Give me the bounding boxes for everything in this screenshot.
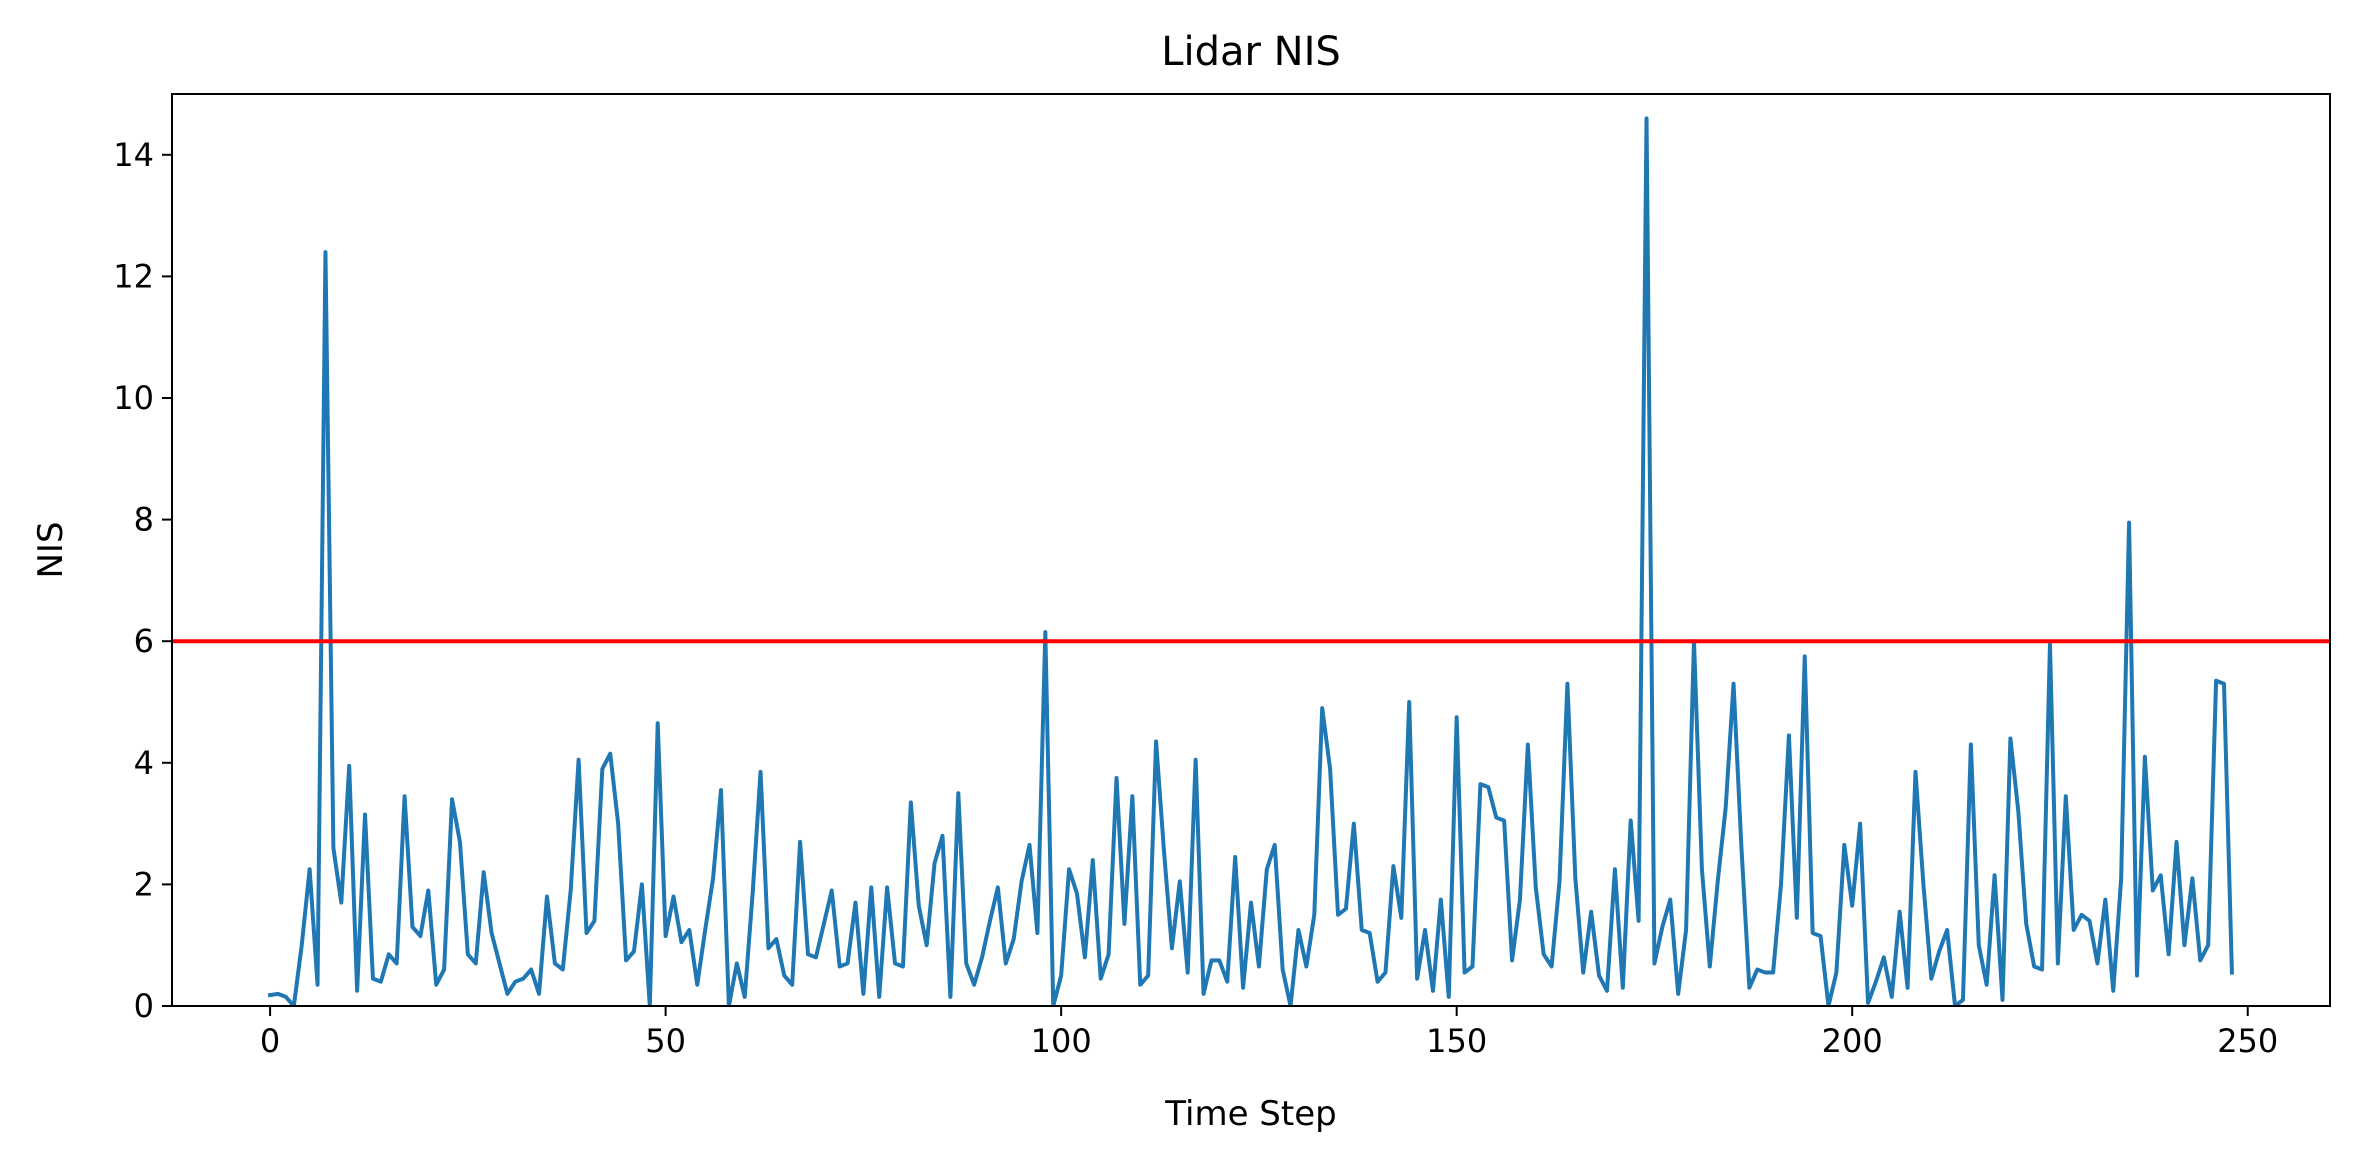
x-tick-label: 150: [1426, 1022, 1487, 1060]
y-tick-label: 14: [113, 136, 154, 174]
y-tick-label: 8: [134, 501, 154, 539]
y-tick-label: 0: [134, 987, 154, 1025]
y-tick-label: 10: [113, 379, 154, 417]
plot-area: [172, 116, 2330, 1006]
x-tick-label: 200: [1822, 1022, 1883, 1060]
x-tick-label: 250: [2217, 1022, 2278, 1060]
y-axis-label: NIS: [31, 521, 71, 578]
y-tick-label: 2: [134, 865, 154, 903]
x-tick-label: 0: [260, 1022, 280, 1060]
x-axis-label: Time Step: [1164, 1094, 1336, 1134]
axis-ticks: 0 50 100 150 200 250 0 2 4 6 8 10 12 14: [113, 136, 2278, 1060]
y-tick-label: 4: [134, 744, 154, 782]
y-tick-label: 12: [113, 257, 154, 295]
x-tick-label: 100: [1031, 1022, 1092, 1060]
chart-title: Lidar NIS: [1161, 29, 1341, 75]
x-tick-label: 50: [645, 1022, 686, 1060]
plot-frame: [171, 93, 2331, 1007]
y-tick-label: 6: [134, 622, 154, 660]
nis-series-line: [267, 116, 2234, 1006]
